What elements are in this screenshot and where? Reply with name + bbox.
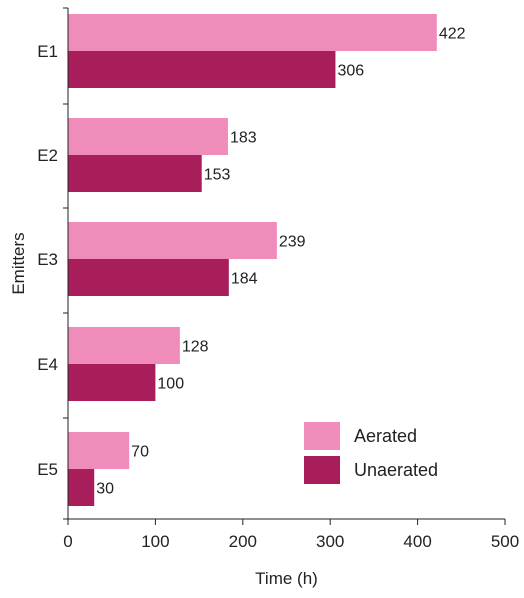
bar-e2-unaerated [68, 155, 202, 192]
data-label-e2-unaerated: 153 [204, 167, 231, 184]
x-tick-label: 200 [229, 532, 257, 551]
bar-e5-aerated [68, 432, 130, 469]
data-label-e1-aerated: 422 [439, 26, 466, 43]
data-label-e3-aerated: 239 [279, 234, 306, 251]
x-tick-label: 300 [316, 532, 344, 551]
category-label-e4: E4 [37, 355, 58, 374]
data-label-e1-unaerated: 306 [337, 63, 364, 80]
category-label-e2: E2 [37, 146, 58, 165]
bars-layer [68, 14, 437, 506]
legend: Aerated Unaerated [304, 422, 438, 484]
data-label-e2-aerated: 183 [230, 130, 257, 147]
data-label-e5-aerated: 70 [131, 444, 149, 461]
category-label-e5: E5 [37, 460, 58, 479]
bar-e5-unaerated [68, 469, 95, 506]
legend-swatch-unaerated [304, 456, 340, 484]
bar-e1-aerated [68, 14, 437, 51]
data-labels-layer: 422 306 183 153 239 184 128 100 70 30 [96, 26, 465, 498]
y-axis-title: Emitters [9, 232, 28, 294]
legend-swatch-aerated [304, 422, 340, 450]
x-tick-label: 400 [403, 532, 431, 551]
bar-e4-aerated [68, 327, 180, 364]
bar-e3-unaerated [68, 259, 229, 296]
x-tick-label: 100 [141, 532, 169, 551]
x-tick-label: 0 [63, 532, 72, 551]
category-label-e3: E3 [37, 250, 58, 269]
bar-e1-unaerated [68, 51, 336, 88]
data-label-e3-unaerated: 184 [231, 271, 258, 288]
bar-e4-unaerated [68, 364, 156, 401]
data-label-e5-unaerated: 30 [96, 481, 114, 498]
x-tick-label: 500 [491, 532, 519, 551]
bar-e2-aerated [68, 118, 228, 155]
data-label-e4-unaerated: 100 [157, 376, 184, 393]
y-axis: E1 E2 E3 E4 E5 [37, 7, 69, 520]
data-label-e4-aerated: 128 [182, 339, 209, 356]
legend-label-unaerated: Unaerated [354, 460, 438, 480]
bar-e3-aerated [68, 222, 277, 259]
legend-label-aerated: Aerated [354, 426, 417, 446]
category-label-e1: E1 [37, 42, 58, 61]
x-axis: 0 100 200 300 400 500 [63, 518, 519, 551]
x-axis-title: Time (h) [255, 569, 318, 588]
